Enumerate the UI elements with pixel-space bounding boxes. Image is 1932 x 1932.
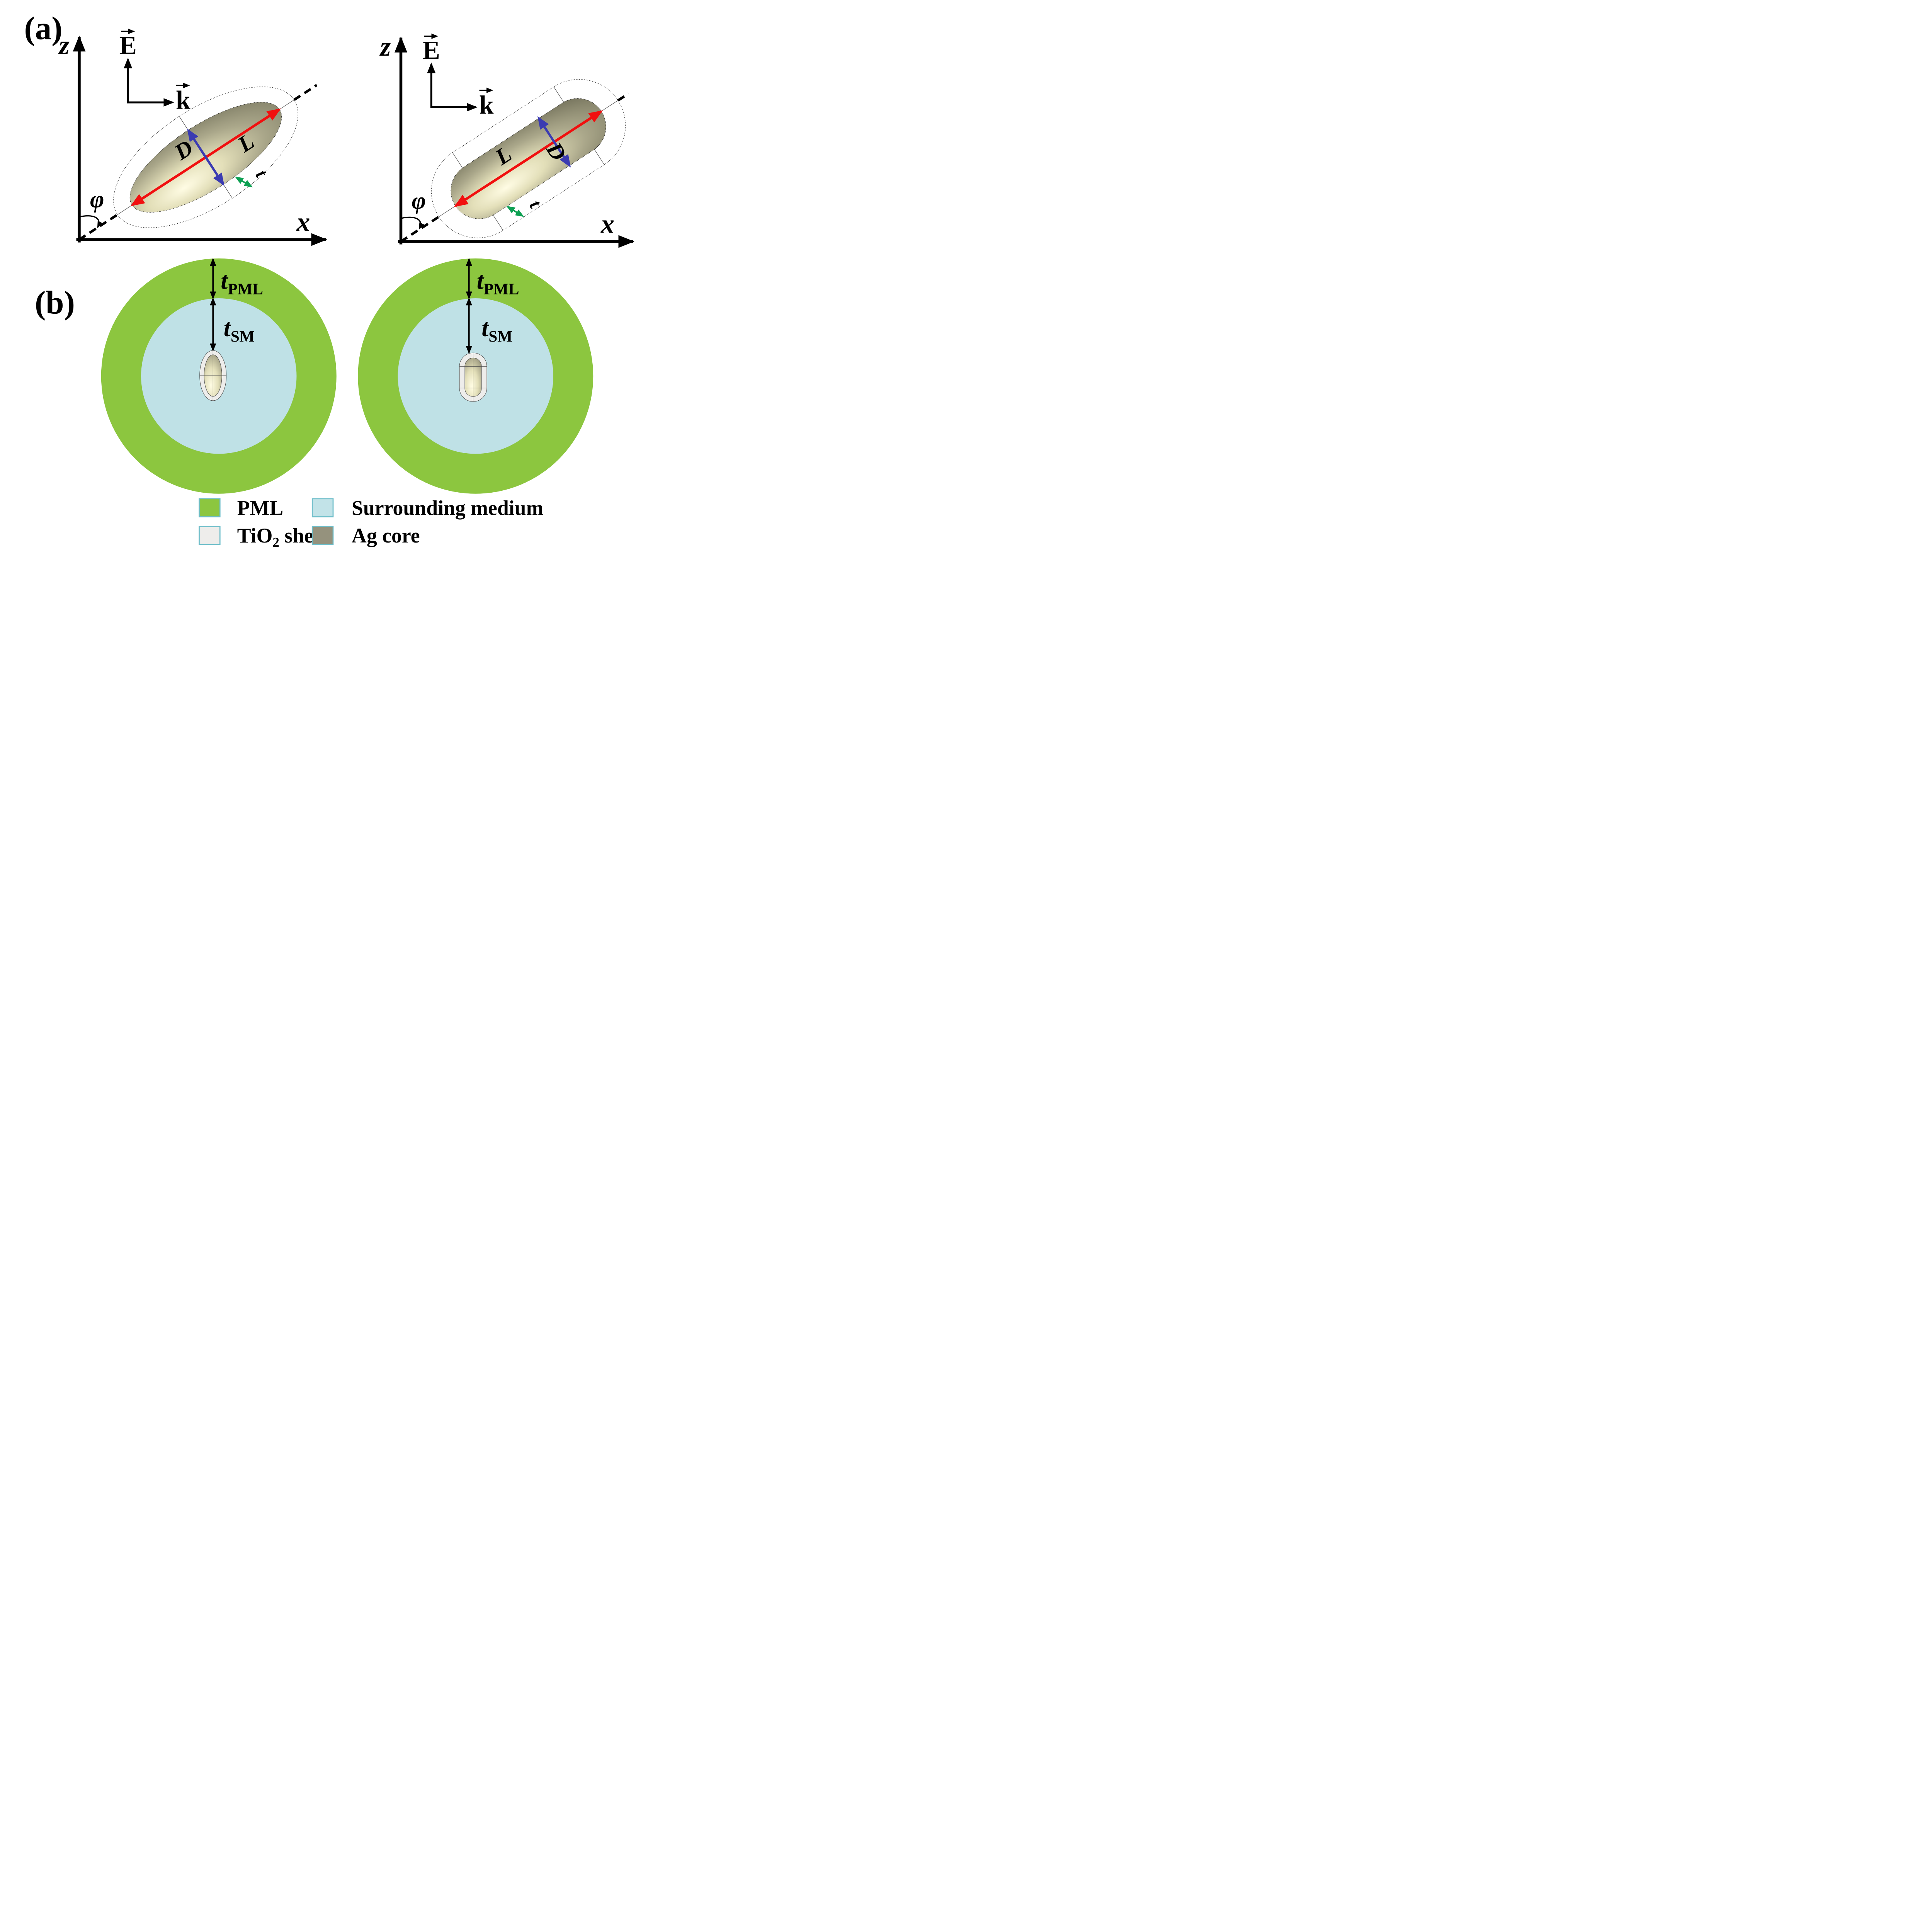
k-vector-label: k xyxy=(479,90,494,119)
particle-axis-dashed-line xyxy=(293,84,318,101)
shell-thickness-t-arrow xyxy=(235,177,253,187)
particle-axis-dashed-line xyxy=(78,213,118,241)
x-axis-label: x xyxy=(600,209,614,239)
z-axis-label: z xyxy=(379,32,391,62)
legend: PML Surrounding medium TiO2 shell Ag cor… xyxy=(199,497,543,548)
panel-a-right-diagram: z x φ E k L D t xyxy=(379,32,634,248)
legend-label-surrounding-medium: Surrounding medium xyxy=(352,497,543,520)
figure-canvas: (a) z x φ E k D L t xyxy=(0,0,639,548)
e-field-label: E xyxy=(119,31,137,60)
legend-label-tio2-shell: TiO2 shell xyxy=(237,524,325,548)
t-pml-label: tPML xyxy=(477,267,519,298)
t-pml-label: tPML xyxy=(221,267,263,298)
particle-axis-dashed-line xyxy=(617,92,629,102)
e-k-vector-inset xyxy=(124,58,174,107)
phi-angle-arc-arrow xyxy=(79,215,103,228)
figure-svg: (a) z x φ E k D L t xyxy=(24,10,634,548)
legend-swatch-surrounding-medium xyxy=(311,498,334,517)
panel-b-left-domain: tPML tSM xyxy=(101,258,337,494)
diameter-D-arrow xyxy=(537,116,571,168)
length-L-arrow xyxy=(454,110,603,207)
panel-b-label: (b) xyxy=(35,284,75,321)
x-axis-label: x xyxy=(296,207,310,237)
particle-axis-dashed-line xyxy=(400,216,440,243)
legend-label-ag-core: Ag core xyxy=(352,524,420,547)
panel-b-right-domain: tPML tSM xyxy=(358,258,594,494)
ellipsoid-particle: D L t xyxy=(113,87,298,228)
t-sm-label: tSM xyxy=(224,314,255,345)
rod-particle-small xyxy=(459,352,487,402)
legend-swatch-ag-core xyxy=(311,526,334,545)
legend-swatch-pml xyxy=(199,498,221,517)
e-k-vector-inset xyxy=(427,62,478,112)
z-axis-label: z xyxy=(58,31,70,60)
shell-thickness-t-arrow xyxy=(506,206,524,217)
legend-label-pml: PML xyxy=(237,497,283,520)
phi-angle-arc-arrow xyxy=(401,216,425,230)
k-vector-label: k xyxy=(176,85,190,114)
shell-thickness-t-label: t xyxy=(252,166,272,182)
panel-a-left-diagram: z x φ E k D L t xyxy=(58,29,327,246)
phi-angle-label: φ xyxy=(90,185,104,213)
shell-thickness-t-label: t xyxy=(525,196,545,212)
legend-swatch-tio2-shell xyxy=(199,526,221,545)
diameter-D-arrow xyxy=(187,128,224,186)
phi-angle-label: φ xyxy=(412,187,426,214)
t-sm-label: tSM xyxy=(481,314,512,345)
e-field-label: E xyxy=(423,36,440,65)
panel-a-label: (a) xyxy=(24,10,63,46)
ellipsoid-particle-small xyxy=(199,350,227,401)
